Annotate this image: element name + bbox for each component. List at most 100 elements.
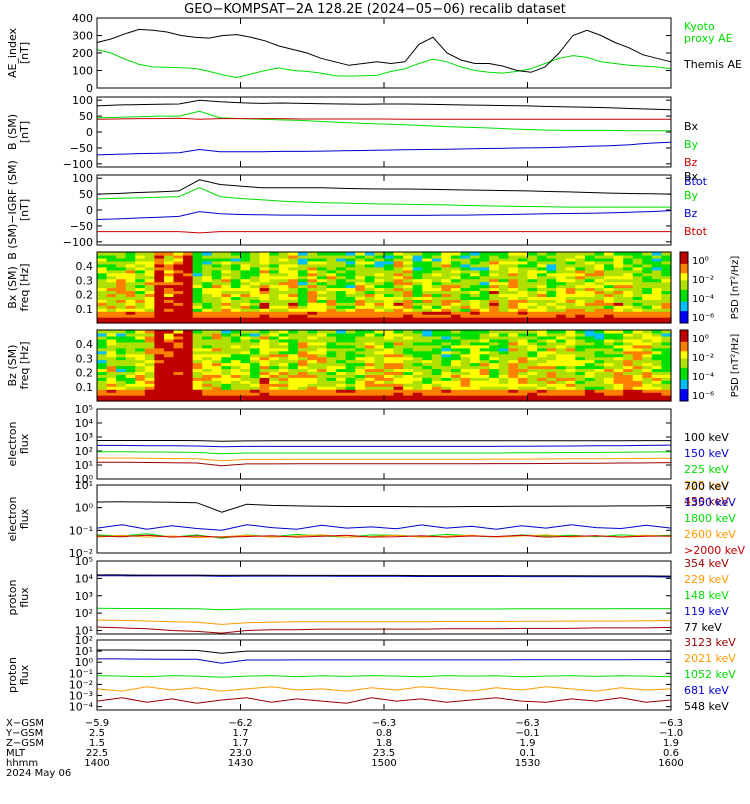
heatmap-cell xyxy=(192,392,203,396)
colorbar-frame xyxy=(679,251,689,324)
heatmap-cell xyxy=(575,353,586,358)
heatmap-cell xyxy=(317,254,328,259)
heatmap-cell xyxy=(651,284,663,289)
heatmap-cell xyxy=(269,359,280,364)
heatmap-cell xyxy=(412,272,423,277)
heatmap-cell xyxy=(403,266,414,271)
heatmap-cell xyxy=(508,395,519,399)
heatmap-cell xyxy=(163,254,175,259)
heatmap-cell xyxy=(250,353,261,358)
heatmap-cell xyxy=(230,275,242,280)
heatmap-cell xyxy=(384,269,395,274)
legend-entry: 1052 keV xyxy=(684,668,736,681)
heatmap-cell xyxy=(173,344,184,349)
heatmap-cell xyxy=(230,332,242,337)
heatmap-cell xyxy=(250,260,261,265)
heatmap-cell xyxy=(250,317,261,321)
heatmap-cell xyxy=(613,383,624,387)
heatmap-cell xyxy=(154,341,165,346)
heatmap-cell xyxy=(221,395,232,399)
heatmap-cell xyxy=(240,305,251,309)
heatmap-cell xyxy=(106,290,117,295)
ytick-label: 0.3 xyxy=(76,274,94,287)
legend-line: 325 keV xyxy=(684,479,729,492)
heatmap-cell xyxy=(230,383,242,387)
heatmap-cell xyxy=(498,257,509,262)
legend-line: 1800 keV xyxy=(684,512,736,525)
heatmap-cell xyxy=(297,296,309,300)
heatmap-cell xyxy=(355,368,366,373)
heatmap-cell xyxy=(97,302,108,306)
colorbar-step xyxy=(680,386,688,390)
heatmap-cell xyxy=(269,305,280,309)
heatmap-cell xyxy=(288,260,299,265)
heatmap-cell xyxy=(202,260,213,265)
heatmap-cell xyxy=(106,263,117,268)
heatmap-cell xyxy=(479,389,490,393)
heatmap-cell xyxy=(163,359,175,364)
heatmap-cell xyxy=(431,257,442,262)
heatmap-cell xyxy=(355,395,366,399)
heatmap-cell xyxy=(604,392,615,396)
heatmap-cell xyxy=(240,308,251,312)
heatmap-cell xyxy=(144,365,155,370)
heatmap-cell xyxy=(364,269,376,274)
heatmap-cell xyxy=(393,314,404,318)
heatmap-cell xyxy=(470,266,481,271)
heatmap-cell xyxy=(202,335,213,340)
heatmap-cell xyxy=(604,314,615,318)
heatmap-cell xyxy=(345,269,356,274)
heatmap-cell xyxy=(450,389,462,393)
heatmap-cell xyxy=(163,305,175,309)
heatmap-cell xyxy=(498,296,509,300)
heatmap-cell xyxy=(125,374,136,378)
heatmap-cell xyxy=(422,347,433,352)
heatmap-cell xyxy=(355,305,366,309)
heatmap-cell xyxy=(240,374,251,378)
heatmap-cell xyxy=(489,380,500,384)
heatmap-cell xyxy=(527,347,538,352)
heatmap-cell xyxy=(278,311,289,315)
heatmap-cell xyxy=(384,311,395,315)
heatmap-cell xyxy=(297,266,309,271)
heatmap-cell xyxy=(517,398,529,402)
heatmap-cell xyxy=(336,296,347,300)
heatmap-cell xyxy=(527,359,538,364)
heatmap-cell xyxy=(450,356,462,361)
heatmap-cell xyxy=(632,350,643,355)
heatmap-cell xyxy=(565,263,576,268)
heatmap-cell xyxy=(450,344,462,349)
heatmap-cell xyxy=(317,386,328,390)
heatmap-cell xyxy=(374,389,385,393)
heatmap-cell xyxy=(192,260,203,265)
heatmap-cell xyxy=(594,275,605,280)
heatmap-cell xyxy=(546,284,557,289)
heatmap-cell xyxy=(345,299,356,303)
heatmap-cell xyxy=(403,275,414,280)
heatmap-cell xyxy=(183,380,194,384)
heatmap-cell xyxy=(584,365,596,370)
heatmap-cell xyxy=(317,269,328,274)
heatmap-cell xyxy=(632,371,643,375)
heatmap-cell xyxy=(584,299,596,303)
heatmap-cell xyxy=(336,320,347,324)
heatmap-cell xyxy=(192,317,203,321)
heatmap-cell xyxy=(336,362,347,367)
heatmap-cell xyxy=(297,383,309,387)
heatmap-cell xyxy=(364,368,376,373)
heatmap-cell xyxy=(202,252,213,256)
xaxis-tick-value: −6.3 xyxy=(659,718,683,729)
heatmap-cell xyxy=(450,272,462,277)
heatmap-cell xyxy=(240,254,251,259)
heatmap-cell xyxy=(575,395,586,399)
heatmap-cell xyxy=(594,338,605,343)
heatmap-cell xyxy=(651,296,663,300)
heatmap-cell xyxy=(537,311,548,315)
heatmap-cell xyxy=(450,293,462,297)
heatmap-cell xyxy=(250,281,261,286)
heatmap-cell xyxy=(97,389,108,393)
heatmap-cell xyxy=(604,377,615,381)
heatmap-cell xyxy=(537,314,548,318)
heatmap-cell xyxy=(297,330,309,334)
